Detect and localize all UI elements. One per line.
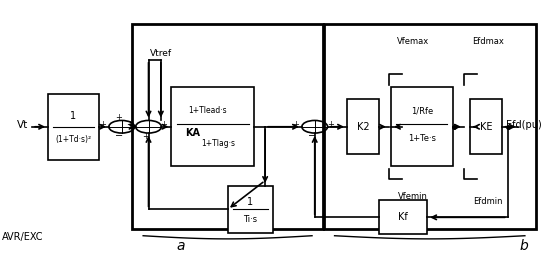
Text: +: + <box>161 120 167 129</box>
Text: 1+Tlag·s: 1+Tlag·s <box>201 139 235 148</box>
Text: 1/Rfe: 1/Rfe <box>411 106 433 115</box>
Bar <box>132 24 323 229</box>
Text: −: − <box>115 131 123 141</box>
Bar <box>324 24 536 229</box>
Bar <box>470 99 502 154</box>
Text: Vtref: Vtref <box>150 49 172 58</box>
Text: Vfemin: Vfemin <box>398 192 428 201</box>
Text: Vt: Vt <box>17 120 28 130</box>
Text: 1+Te·s: 1+Te·s <box>408 134 436 143</box>
Bar <box>48 94 99 159</box>
Text: Ti·s: Ti·s <box>243 215 258 224</box>
Text: −: − <box>308 131 316 141</box>
Text: KA: KA <box>185 128 200 138</box>
Text: 1: 1 <box>247 197 253 207</box>
Text: (1+Td·s)²: (1+Td·s)² <box>55 135 91 144</box>
Text: +: + <box>116 113 122 122</box>
Text: 1+Tlead·s: 1+Tlead·s <box>188 106 227 115</box>
Text: Efd(pu): Efd(pu) <box>506 120 542 130</box>
Text: Vfemax: Vfemax <box>397 37 429 46</box>
Bar <box>171 87 254 166</box>
Bar <box>347 99 379 154</box>
Text: Efdmax: Efdmax <box>472 37 504 46</box>
Text: b: b <box>520 239 528 253</box>
Text: +: + <box>327 120 334 129</box>
Text: +: + <box>142 132 149 141</box>
Text: +: + <box>126 120 132 129</box>
Bar <box>391 87 453 166</box>
Text: +: + <box>99 120 106 129</box>
Text: AVR/EXC: AVR/EXC <box>2 232 43 242</box>
Bar <box>379 200 427 234</box>
Text: a: a <box>176 239 185 253</box>
Text: Efdmin: Efdmin <box>473 197 502 206</box>
Text: KE: KE <box>480 122 493 132</box>
Text: +: + <box>292 120 299 129</box>
Bar <box>228 186 273 233</box>
Text: Kf: Kf <box>398 212 408 222</box>
Text: 1: 1 <box>70 111 76 121</box>
Text: K2: K2 <box>357 122 370 132</box>
